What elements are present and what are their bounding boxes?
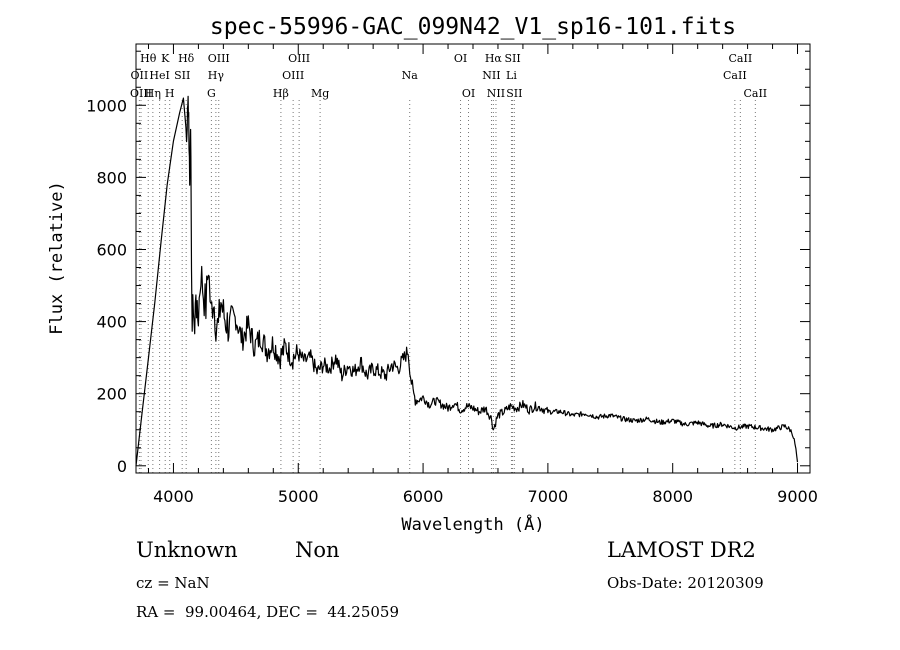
object-class: Unknown [136,538,238,562]
line-label-7: H [165,87,175,100]
object-subclass: Non [295,538,340,562]
x-tick-label: 5000 [278,487,319,506]
x-axis-label: Wavelength (Å) [401,513,544,535]
y-tick-label: 1000 [86,96,127,115]
line-label-11: G [207,87,216,100]
line-label-24: SII [506,87,522,100]
line-label-3: K [161,52,170,65]
line-label-8: Hδ [178,52,195,65]
line-label-6: SII [174,69,190,82]
line-label-2: OIII [130,87,152,100]
y-tick-label: 800 [96,168,127,187]
line-label-0: Hθ [140,52,157,65]
line-label-20: NII [482,69,500,82]
chart-title: spec-55996-GAC_099N42_V1_sp16-101.fits [210,14,736,40]
line-label-5: Hη [145,87,161,100]
x-tick-label: 8000 [652,487,693,506]
y-tick-label: 400 [96,313,127,332]
y-tick-label: 200 [96,385,127,404]
line-label-21: NII [487,87,505,100]
y-tick-label: 600 [96,240,127,259]
line-label-4: HeI [149,69,169,82]
y-axis-label: Flux (relative) [47,181,67,335]
x-tick-label: 4000 [153,487,194,506]
line-label-16: Na [402,69,419,82]
x-tick-label: 6000 [403,487,444,506]
line-label-19: Hα [485,52,503,65]
survey-name: LAMOST DR2 [607,538,756,562]
line-label-13: OIII [288,52,310,65]
redshift-cz: cz = NaN [136,574,210,592]
plot-frame [135,43,811,474]
line-label-14: OIII [282,69,304,82]
line-label-27: CaII [743,87,767,100]
observation-date: Obs-Date: 20120309 [607,574,764,592]
line-label-17: OI [454,52,467,65]
line-label-10: Hγ [208,69,225,82]
x-tick-label: 7000 [528,487,569,506]
spectrum-series-line [135,95,799,466]
spectral-line-markers: Hθ OII OIII K HeI Hη SII H Hδ OIII Hγ G Hβ OIII OIII Mg… [130,52,767,473]
ra-dec-coordinates: RA = 99.00464, DEC = 44.25059 [136,603,400,621]
x-tick-label: 9000 [777,487,818,506]
line-label-22: SII [504,52,520,65]
y-tick-label: 0 [117,457,127,476]
line-label-15: Mg [311,87,329,100]
line-label-25: CaII [729,52,753,65]
axis-ticks: 4000 5000 6000 7000 8000 9000 0 200 400 600 800 100… [86,44,818,506]
line-label-1: OII [131,69,149,82]
line-label-26: CaII [723,69,747,82]
line-label-12: Hβ [273,87,289,100]
line-label-23: Li [506,69,517,82]
line-label-18: OI [462,87,475,100]
line-label-9: OIII [208,52,230,65]
